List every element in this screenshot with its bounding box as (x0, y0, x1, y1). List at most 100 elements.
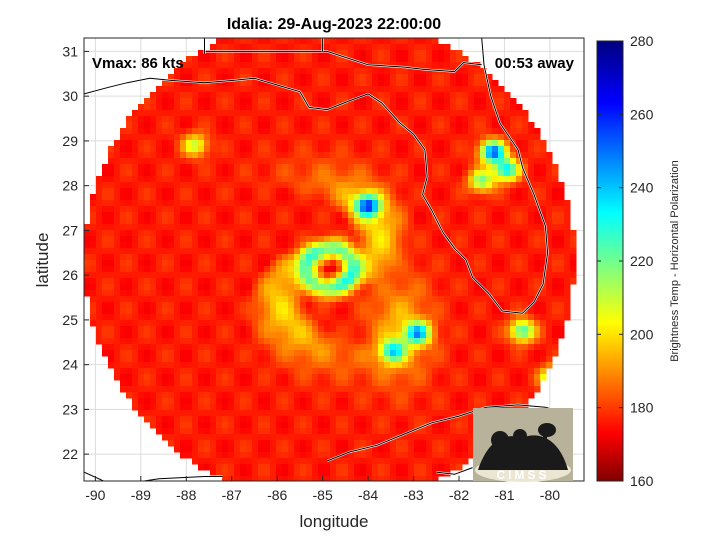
heat-cell-2837 (354, 68, 361, 75)
heat-cell-597 (168, 104, 175, 111)
heat-cell-2092 (294, 38, 301, 45)
heat-cell-1808 (270, 110, 277, 117)
heat-cell-4842 (528, 326, 535, 333)
heat-cell-559 (162, 242, 169, 249)
heat-cell-3232 (384, 218, 391, 225)
heat-cell-3791 (426, 464, 433, 471)
heat-cell-2316 (312, 50, 319, 57)
heat-cell-2085 (288, 440, 295, 447)
heat-cell-1786 (264, 422, 271, 429)
heat-cell-1323 (228, 308, 235, 315)
heat-cell-3989 (444, 338, 451, 345)
heat-cell-4051 (450, 284, 457, 291)
heat-cell-3130 (378, 50, 385, 57)
heat-cell-2529 (324, 440, 331, 447)
heat-cell-1816 (270, 158, 277, 165)
heat-cell-4361 (480, 122, 487, 129)
heat-cell-4579 (498, 332, 505, 339)
heat-cell-3122 (372, 446, 379, 453)
heat-cell-3009 (366, 212, 373, 219)
heat-cell-3607 (414, 248, 421, 255)
heat-cell-1338 (228, 398, 235, 405)
heat-cell-2070 (288, 350, 295, 357)
heat-cell-2305 (306, 428, 313, 435)
heat-cell-4925 (540, 302, 547, 309)
heat-cell-2719 (342, 248, 349, 255)
heat-cell-1762 (264, 278, 271, 285)
heat-cell-3887 (438, 158, 445, 165)
heat-cell-2027 (288, 92, 295, 99)
heat-cell-4726 (516, 224, 523, 231)
heat-cell-3945 (444, 74, 451, 81)
heat-cell-2111 (294, 152, 301, 159)
heat-cell-3699 (420, 356, 427, 363)
heat-cell-51 (96, 278, 103, 285)
heat-cell-2952 (360, 314, 367, 321)
heat-cell-1263 (222, 392, 229, 399)
heat-cell-682 (174, 236, 181, 243)
heat-cell-156 (114, 290, 121, 297)
heat-cell-2141 (294, 332, 301, 339)
heat-cell-1623 (252, 332, 259, 339)
heat-cell-2164 (294, 470, 301, 477)
heat-cell-2021 (288, 56, 295, 63)
heat-cell-455 (150, 314, 157, 321)
heat-cell-3330 (390, 362, 397, 369)
heat-cell-1350 (228, 470, 235, 477)
heat-cell-2079 (288, 404, 295, 411)
heat-cell-733 (180, 152, 187, 159)
heat-cell-1740 (264, 146, 271, 153)
heat-cell-2066 (288, 326, 295, 333)
heat-cell-2723 (342, 272, 349, 279)
heat-cell-4113 (456, 236, 463, 243)
heat-cell-1035 (204, 326, 211, 333)
heat-cell-1962 (282, 146, 289, 153)
heat-cell-3518 (408, 158, 415, 165)
heat-cell-4040 (450, 218, 457, 225)
heat-cell-2771 (348, 116, 355, 123)
heat-cell-2657 (336, 320, 343, 327)
heat-cell-2131 (294, 272, 301, 279)
heat-cell-2413 (318, 188, 325, 195)
heat-cell-338 (138, 260, 145, 267)
heat-cell-1150 (216, 152, 223, 159)
heat-cell-4213 (462, 422, 469, 429)
heat-cell-4525 (492, 362, 499, 369)
heat-cell-2057 (288, 272, 295, 279)
heat-cell-2314 (312, 38, 319, 45)
heat-cell-1828 (270, 230, 277, 237)
heat-cell-357 (138, 374, 145, 381)
heat-cell-2552 (330, 134, 337, 141)
heat-cell-2260 (306, 158, 313, 165)
heat-cell-3670 (420, 182, 427, 189)
heat-cell-3071 (372, 140, 379, 147)
heat-cell-2905 (354, 476, 361, 481)
heat-cell-3429 (402, 68, 409, 75)
heat-cell-2024 (288, 74, 295, 81)
heat-cell-4818 (528, 182, 535, 189)
heat-cell-451 (150, 290, 157, 297)
heat-cell-311 (132, 404, 139, 411)
heat-cell-2910 (360, 62, 367, 69)
heat-cell-1098 (210, 278, 217, 285)
heat-cell-367 (144, 116, 151, 123)
heat-cell-3089 (372, 248, 379, 255)
heat-cell-1746 (264, 182, 271, 189)
heat-cell-825 (186, 302, 193, 309)
heat-cell-3116 (372, 410, 379, 417)
heat-cell-3728 (426, 86, 433, 93)
heat-cell-45 (96, 242, 103, 249)
heat-cell-688 (174, 272, 181, 279)
heat-cell-4152 (462, 56, 469, 63)
heat-cell-1422 (234, 458, 241, 465)
heat-cell-4326 (474, 302, 481, 309)
heat-cell-3868 (438, 44, 445, 51)
heat-cell-1520 (246, 158, 253, 165)
heat-cell-3488 (402, 422, 409, 429)
heat-cell-1743 (264, 164, 271, 171)
heat-cell-1997 (282, 356, 289, 363)
heat-cell-1069 (210, 104, 217, 111)
heat-cell-1247 (222, 296, 229, 303)
heat-cell-4598 (504, 104, 511, 111)
heat-cell-4700 (510, 386, 517, 393)
